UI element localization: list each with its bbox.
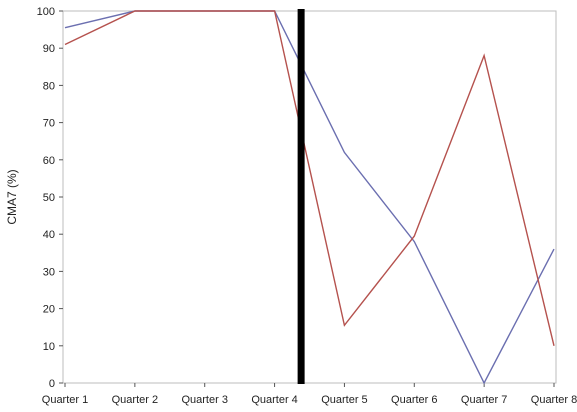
series-line-2 (64, 10, 555, 346)
plot-frame (62, 10, 557, 384)
y-tick-label: 80 (43, 80, 55, 92)
y-tick-label: 10 (43, 341, 55, 353)
y-tick-label: 100 (37, 6, 55, 18)
x-tick-label: Quarter 8 (531, 394, 577, 406)
y-tick-label: 50 (43, 192, 55, 204)
x-tick-label: Quarter 2 (112, 394, 158, 406)
x-axis: Quarter 1 Quarter 2 Quarter 3 Quarter 4 Quar… (42, 383, 577, 406)
series-line-1 (64, 10, 555, 385)
y-tick-label: 0 (49, 378, 55, 390)
series-lines (64, 10, 555, 385)
x-tick-label: Quarter 7 (461, 394, 507, 406)
y-tick-label: 90 (43, 43, 55, 55)
x-tick-label: Quarter 6 (391, 394, 437, 406)
y-tick-label: 20 (43, 304, 55, 316)
x-tick-label: Quarter 1 (42, 394, 88, 406)
y-tick-label: 40 (43, 229, 55, 241)
y-tick-label: 70 (43, 118, 55, 130)
x-tick-label: Quarter 4 (251, 394, 297, 406)
divider-layer (297, 9, 305, 384)
y-tick-label: 30 (43, 266, 55, 278)
y-axis-title: CMA7 (%) (5, 169, 19, 224)
x-tick-label: Quarter 3 (181, 394, 227, 406)
y-tick-label: 60 (43, 155, 55, 167)
x-tick-label: Quarter 5 (321, 394, 367, 406)
divider-line (297, 9, 305, 384)
y-axis: 0 10 20 30 40 50 60 70 80 90 100 (37, 6, 63, 390)
